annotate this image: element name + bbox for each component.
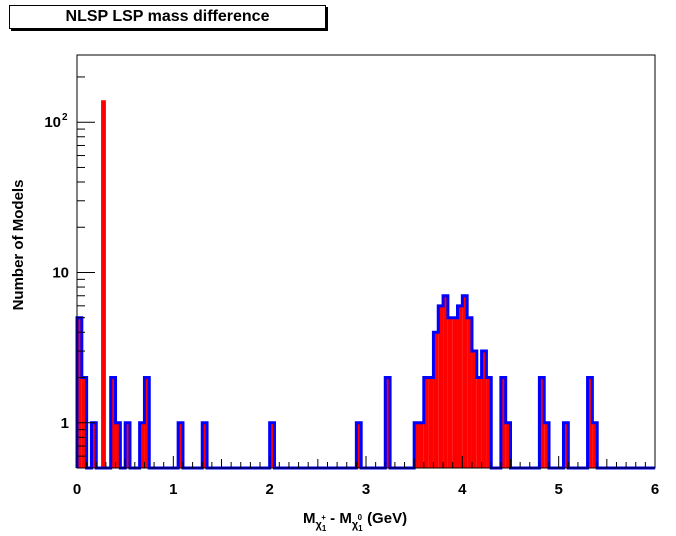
chart-title: NLSP LSP mass difference	[9, 5, 326, 29]
histogram-bin	[438, 305, 444, 468]
histogram-bin	[125, 422, 130, 468]
x-axis-label: Mχ1+ - Mχ10 (GeV)	[303, 510, 407, 533]
bars-layer	[101, 100, 106, 468]
histogram-bin	[539, 377, 545, 468]
histogram-bin	[356, 422, 362, 468]
histogram-bin	[563, 422, 569, 468]
x-tick-label: 2	[265, 481, 273, 498]
histogram-bin	[77, 317, 82, 468]
histogram-bin	[587, 377, 593, 468]
histogram-bin	[269, 422, 275, 468]
histogram-bin	[505, 422, 511, 468]
x-tick-label: 5	[554, 481, 562, 498]
histogram-bin	[592, 422, 598, 468]
histogram-bin	[144, 377, 150, 468]
histogram-bin	[433, 332, 439, 468]
histogram-bin	[443, 295, 448, 468]
histogram-bin	[457, 305, 463, 468]
histogram-bin	[467, 317, 472, 468]
x-tick-label: 4	[458, 481, 467, 498]
histogram-bin	[428, 377, 434, 468]
histogram-bin	[385, 377, 391, 468]
y-tick-exponent: 2	[62, 112, 68, 123]
histogram-layer	[75, 294, 655, 470]
histogram-bin	[202, 422, 208, 468]
histogram-bin	[500, 377, 506, 468]
histogram-bin	[418, 422, 424, 468]
histogram-bin	[110, 377, 116, 468]
histogram-bin	[414, 422, 419, 468]
histogram-bin	[476, 377, 482, 468]
x-tick-label: 0	[73, 481, 81, 498]
y-tick-label: 10	[52, 264, 69, 281]
histogram-outline	[75, 294, 655, 470]
histogram-bin	[178, 422, 183, 468]
histogram-bin	[423, 377, 429, 468]
x-tick-label: 6	[651, 481, 659, 498]
histogram-bin	[447, 317, 453, 468]
histogram-bar	[101, 100, 106, 468]
histogram-bin	[462, 295, 468, 468]
plot-frame	[76, 54, 656, 469]
histogram-bin	[91, 422, 97, 468]
y-tick-label: 10	[44, 114, 61, 131]
histogram-bin	[452, 317, 458, 468]
histogram-bin	[139, 422, 145, 468]
y-tick-label: 1	[61, 415, 69, 432]
y-axis-label: Number of Models	[10, 180, 27, 311]
histogram-bin	[481, 351, 487, 468]
x-tick-label: 1	[169, 481, 177, 498]
histogram-bin	[471, 351, 477, 468]
histogram-bin	[544, 422, 550, 468]
histogram-bin	[115, 422, 121, 468]
x-tick-label: 3	[362, 481, 370, 498]
histogram-bin	[486, 377, 492, 468]
